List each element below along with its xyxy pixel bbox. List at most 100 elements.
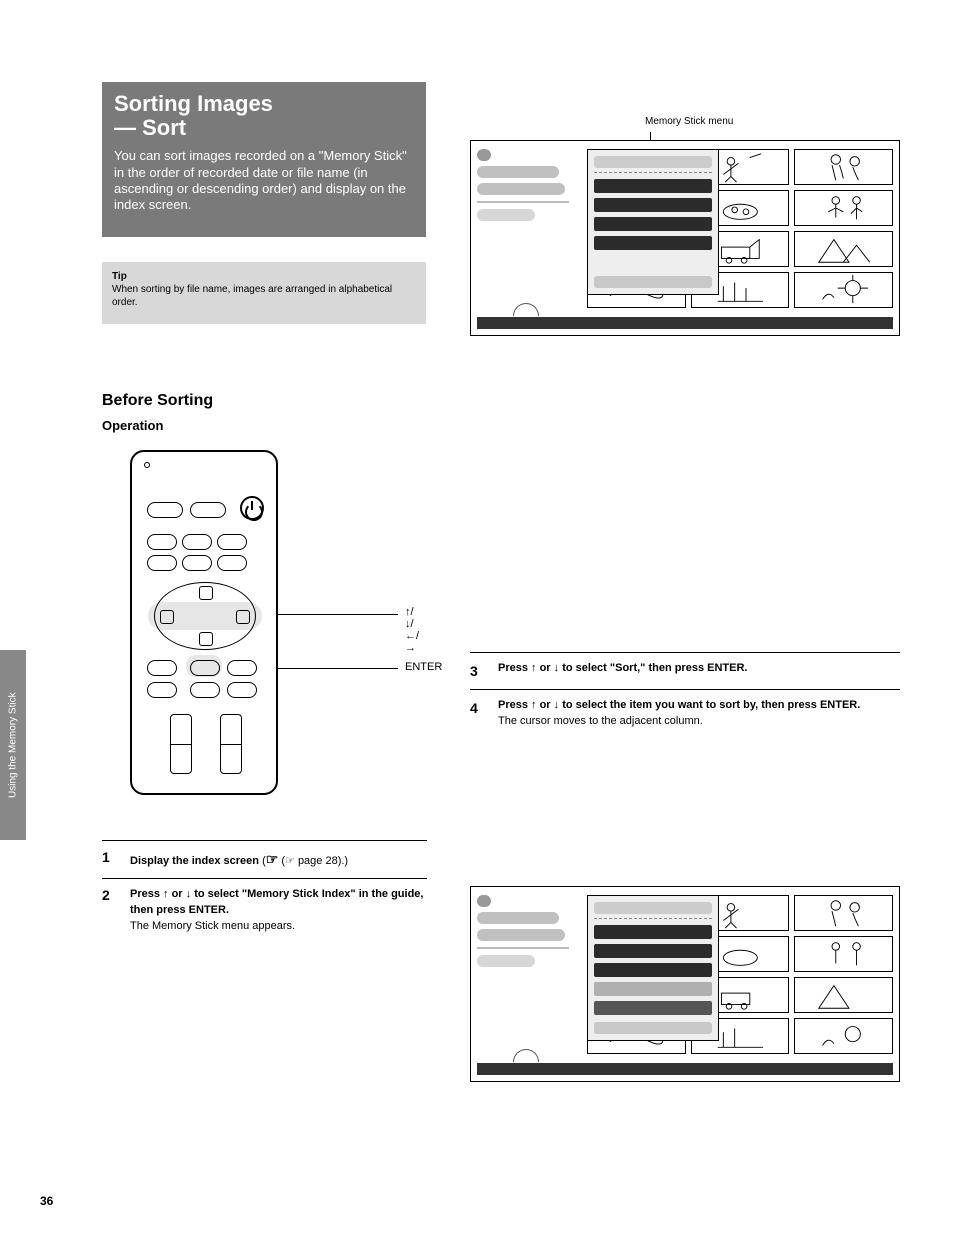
step-1-ref: (☞ (☞ page 28).) [262, 855, 348, 867]
arrow-down-icon [186, 888, 192, 900]
step-number: 3 [470, 661, 488, 681]
remote-button [147, 660, 177, 676]
thumbnail [794, 977, 893, 1013]
menu-row [594, 179, 712, 193]
step-1: 1 Display the index screen (☞ (☞ page 28… [102, 849, 427, 870]
remote-button [147, 682, 177, 698]
steps-left: 1 Display the index screen (☞ (☞ page 28… [102, 832, 427, 941]
title-sub: You can sort images recorded on a "Memor… [114, 148, 414, 213]
sidebar-item [477, 929, 565, 941]
remote-button [182, 534, 212, 550]
step-1-page: (☞ page 28). [281, 855, 344, 867]
callout-arrows-label: ↑/↓/←/→ [405, 606, 419, 654]
sidebar-item [477, 912, 559, 924]
remote-illustration: ↑/↓/←/→ ENTER [130, 450, 290, 795]
step-4-note: The cursor moves to the adjacent column. [498, 714, 900, 730]
divider [470, 689, 900, 690]
right-lower-text: 3 Press or to select "Sort," then press … [470, 382, 900, 736]
screen-sidebar [477, 895, 577, 972]
thumbnail [794, 1018, 893, 1054]
operation-title: Operation [102, 418, 163, 433]
rocker-button [220, 714, 242, 774]
memory-stick-icon [513, 303, 539, 316]
step-3: 3 Press or to select "Sort," then press … [470, 661, 900, 681]
sidebar-item-tips [477, 209, 535, 221]
step-number: 1 [102, 849, 120, 870]
thumbnail [794, 936, 893, 972]
thumbnail [794, 895, 893, 931]
home-icon [477, 895, 491, 907]
callout-line [278, 668, 398, 669]
menu-footer [594, 1022, 712, 1034]
divider [477, 947, 569, 949]
step-4-body: Press or to select the item you want to … [498, 699, 860, 711]
screen-2-wrap: MEMORY STICK [470, 886, 900, 1092]
divider [477, 201, 569, 203]
menu-row [594, 198, 712, 212]
power-icon [240, 496, 264, 520]
menu-row [594, 925, 712, 939]
remote-button [217, 555, 247, 571]
sidebar-item [477, 166, 559, 178]
remote-button [147, 502, 183, 518]
remote-button [182, 555, 212, 571]
callout-line [278, 614, 398, 615]
screen-mock-2: MEMORY STICK [470, 886, 900, 1082]
menu-divider [594, 172, 712, 173]
divider [470, 652, 900, 653]
arrow-up-icon [531, 699, 537, 711]
divider [102, 840, 427, 841]
menu-panel [587, 149, 719, 295]
thumbnail [794, 272, 893, 308]
tip-label: Tip [112, 271, 127, 282]
menu-row [594, 217, 712, 231]
callout-enter-label: ENTER [405, 661, 442, 673]
title-main: Sorting Images— Sort [114, 92, 414, 140]
section-title: Before Sorting [102, 392, 213, 410]
step-1-body: Display the index screen [130, 855, 259, 867]
menu-title [594, 902, 712, 914]
arrow-right-icon [236, 610, 250, 624]
menu-row-selected [594, 982, 712, 996]
screen-bottom-bar [477, 1063, 893, 1075]
menu-title [594, 156, 712, 168]
screen-callout-label: Memory Stick menu [645, 116, 733, 127]
side-tab: Using the Memory Stick [0, 650, 26, 840]
remote-button [147, 534, 177, 550]
remote-enter-button [190, 660, 220, 676]
step-2-note: The Memory Stick menu appears. [130, 919, 427, 935]
page-number: 36 [40, 1194, 53, 1208]
thumbnail [794, 149, 893, 185]
screen-bottom-bar [477, 317, 893, 329]
tip-body: When sorting by file name, images are ar… [112, 283, 416, 309]
remote-button [227, 660, 257, 676]
sidebar-item-tips [477, 955, 535, 967]
right-column: Memory Stick menu MEMORY STICK [470, 90, 900, 346]
arrow-up-icon [531, 662, 537, 674]
remote-body [130, 450, 278, 795]
arrow-down-icon [554, 699, 560, 711]
pointer-icon: ☞ [266, 849, 279, 869]
arrow-down-icon [554, 662, 560, 674]
title-box: Sorting Images— Sort You can sort images… [102, 82, 426, 237]
arrow-down-icon [199, 632, 213, 646]
step-2-body: Press or to select "Memory Stick Index" … [130, 888, 423, 916]
step-2: 2 Press or to select "Memory Stick Index… [102, 887, 427, 935]
menu-row [594, 236, 712, 250]
step-3-body: Press or to select "Sort," then press EN… [498, 662, 747, 674]
menu-panel [587, 895, 719, 1041]
step-4: 4 Press or to select the item you want t… [470, 698, 900, 730]
menu-footer [594, 276, 712, 288]
arrow-up-icon [199, 586, 213, 600]
arrow-left-icon [160, 610, 174, 624]
remote-button [190, 502, 226, 518]
arrow-up-icon [163, 888, 169, 900]
rocker-button [170, 714, 192, 774]
remote-button [147, 555, 177, 571]
tip-box: Tip When sorting by file name, images ar… [102, 262, 426, 324]
thumbnail [794, 231, 893, 267]
led-icon [144, 462, 150, 468]
screen-sidebar [477, 149, 577, 226]
memory-stick-icon [513, 1049, 539, 1062]
divider [102, 878, 427, 879]
